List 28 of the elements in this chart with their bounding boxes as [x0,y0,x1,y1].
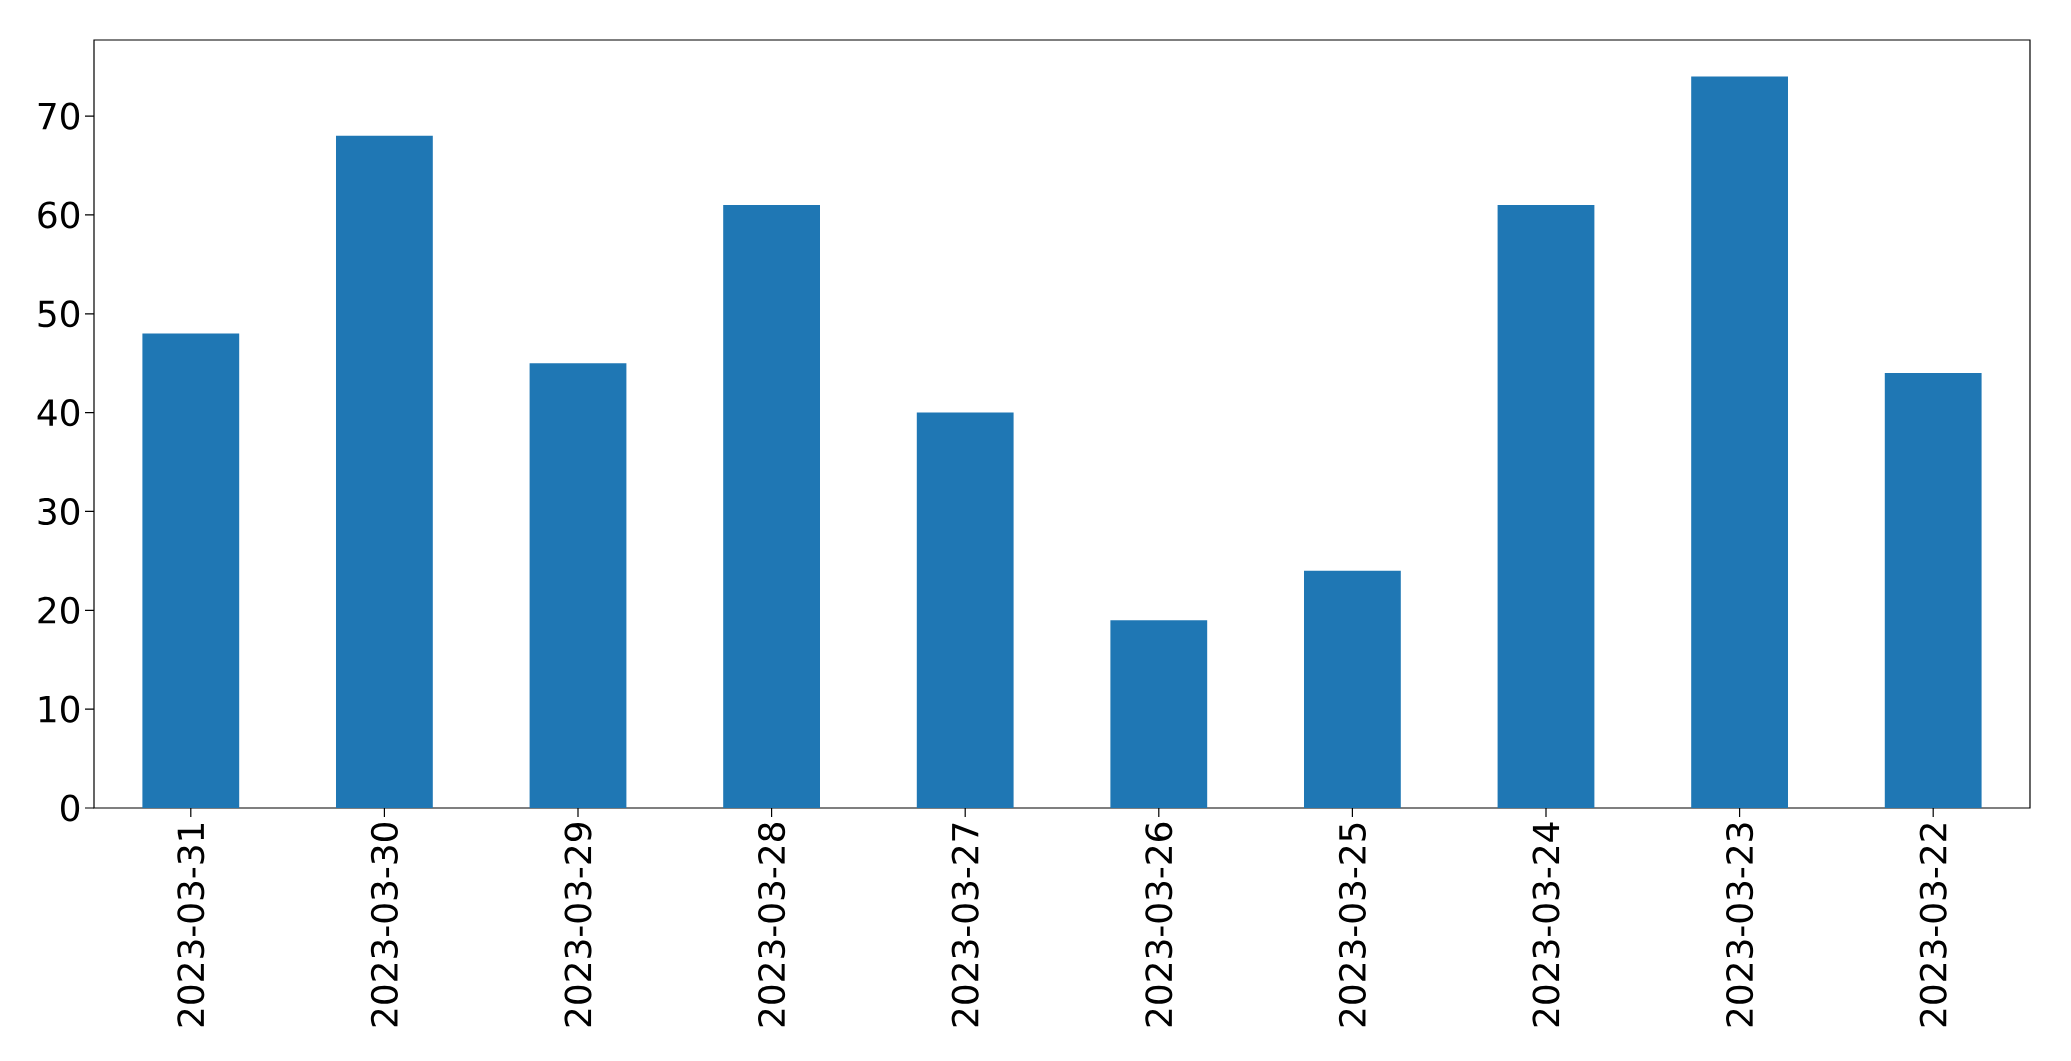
bar [1110,620,1208,808]
x-tick-label: 2023-03-30 [370,822,398,1027]
bar [1497,205,1595,808]
x-tick-label: 2023-03-25 [1338,823,1366,1027]
x-tick-label: 2023-03-22 [1919,824,1947,1027]
bar [1884,373,1982,808]
x-tick-label: 2023-03-23 [1726,823,1754,1027]
y-tick-label: 10 [39,695,80,723]
bar [1691,76,1788,808]
y-tick-label: 30 [38,497,80,526]
bar [723,205,820,808]
y-tick-label: 40 [37,399,80,427]
y-tick-label: 0 [61,794,80,822]
y-tick-label: 50 [38,300,80,328]
bar [1304,570,1401,808]
x-tick-label: 2023-03-24 [1532,822,1560,1027]
x-tick-label: 2023-03-27 [951,823,979,1027]
x-tick-label: 2023-03-28 [758,823,786,1027]
y-tick-label: 70 [38,102,80,130]
x-tick-label: 2023-03-26 [1145,822,1173,1027]
x-tick-label: 2023-03-29 [564,823,592,1027]
bar [336,135,433,808]
bar [916,412,1014,808]
bar [529,363,627,808]
y-tick-label: 20 [38,596,80,624]
bar [142,333,240,808]
y-tick-label: 60 [38,201,80,229]
x-tick-label: 2023-03-31 [177,823,205,1027]
